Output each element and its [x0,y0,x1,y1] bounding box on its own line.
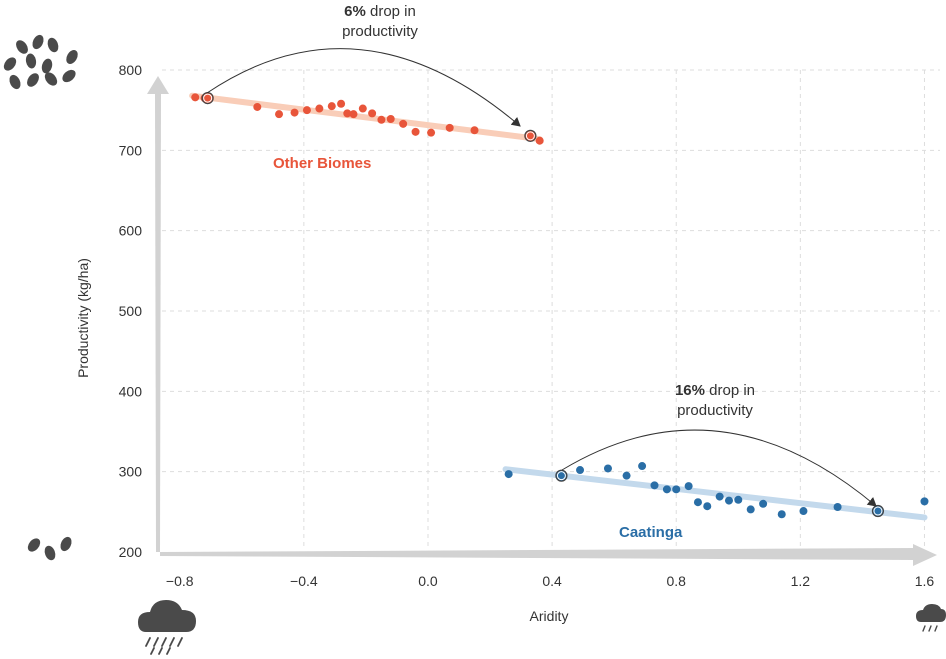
data-point-other-biomes [377,115,386,124]
data-point-caatinga [799,507,808,516]
annotation-caatinga-line2: productivity [677,402,753,419]
data-point-caatinga [662,485,671,494]
heavy-rain-cloud-icon [138,600,196,655]
data-point-caatinga [693,498,702,507]
data-point-caatinga [622,471,631,480]
annotation-caatinga-text: drop in [705,382,755,399]
data-point-other-biomes [275,110,284,119]
x-tick-label: −0.8 [166,573,194,589]
y-tick-label: 200 [119,544,143,560]
data-point-other-biomes [411,127,420,136]
x-axis-label: Aridity [530,608,569,624]
series-label-caatinga: Caatinga [619,524,683,541]
annotation-caatinga-line1: 16% drop in [675,382,755,399]
data-points [191,92,929,519]
data-point-caatinga [759,499,768,508]
data-point-caatinga [734,495,743,504]
data-point-caatinga [920,497,929,506]
y-tick-label: 600 [119,223,143,239]
dense-grazing-animals-icon [3,34,78,90]
x-tick-label: 1.6 [915,573,935,589]
data-point-other-biomes [470,126,479,135]
data-point-caatinga [504,470,513,479]
data-point-caatinga [684,482,693,491]
data-point-caatinga [638,462,647,471]
data-point-other-biomes [535,136,544,145]
annotation-caatinga-percent: 16% [675,382,705,399]
sparse-grazing-animals-icon [27,536,72,561]
data-point-other-biomes [343,109,352,118]
data-point-other-biomes [191,93,200,102]
data-point-caatinga [724,496,733,505]
annotation-other-biomes: 6% drop in productivity [206,3,521,127]
data-point-caatinga [703,502,712,511]
data-point-other-biomes [427,128,436,137]
data-point-caatinga [672,485,681,494]
data-point-caatinga [715,492,724,501]
grid [162,69,940,548]
y-axis-arrow [147,76,169,552]
data-point-caatinga [833,503,842,512]
series-label-other-biomes: Other Biomes [273,155,371,172]
data-point-other-biomes [337,99,346,108]
data-point-other-biomes [327,102,336,111]
annotation-caatinga: 16% drop in productivity [561,382,877,507]
y-tick-label: 700 [119,142,143,158]
annotation-other-text: drop in [366,3,416,20]
data-point-caatinga [746,505,755,514]
data-point-other-biomes [253,102,262,111]
y-tick-label: 800 [119,62,143,78]
tick-labels: −0.8 −0.4 0.0 0.4 0.8 1.2 1.6 200 300 400 500 600 70… [119,62,935,589]
x-tick-label: 0.4 [542,573,562,589]
x-tick-label: −0.4 [290,573,318,589]
highlight-ring-caatinga [556,471,566,481]
data-point-caatinga [603,464,612,473]
light-rain-cloud-icon [916,604,946,632]
x-axis-arrow [160,544,937,566]
annotation-other-line1: 6% drop in [344,3,416,20]
data-point-other-biomes [358,104,367,113]
data-point-caatinga [576,466,585,475]
highlight-ring-caatinga [873,506,883,516]
data-point-other-biomes [349,110,358,119]
y-tick-label: 500 [119,303,143,319]
data-point-other-biomes [445,123,454,132]
data-point-caatinga [777,510,786,519]
annotation-other-percent: 6% [344,3,366,20]
x-tick-label: 0.0 [418,573,438,589]
annotation-caatinga-arrow [561,429,877,507]
annotation-other-arrow [206,48,521,127]
trend-lines [189,92,928,521]
y-axis-label: Productivity (kg/ha) [75,258,91,378]
data-point-other-biomes [315,104,324,113]
x-tick-label: 0.8 [666,573,686,589]
data-point-other-biomes [290,108,299,117]
data-point-caatinga [650,481,659,490]
y-tick-label: 400 [119,383,143,399]
data-point-other-biomes [302,106,311,115]
y-tick-label: 300 [119,464,143,480]
highlight-ring-other-biomes [525,131,535,141]
annotation-other-line2: productivity [342,23,418,40]
trend-line-caatinga [502,466,928,521]
highlight-ring-other-biomes [203,93,213,103]
data-point-other-biomes [399,119,408,128]
data-point-other-biomes [386,115,395,124]
trend-line-other-biomes [189,92,543,143]
data-point-other-biomes [368,109,377,118]
x-tick-label: 1.2 [791,573,811,589]
